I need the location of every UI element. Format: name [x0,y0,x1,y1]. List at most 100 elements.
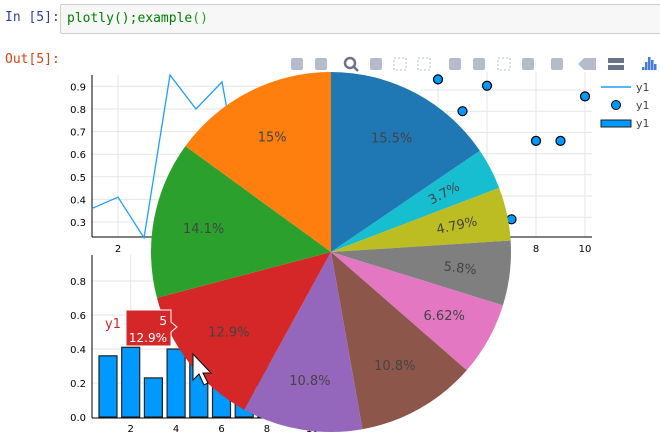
y-tick-label: 0.0 [70,413,86,424]
home-icon[interactable] [522,58,534,70]
pan-icon[interactable] [370,58,382,70]
code-parens: () [192,11,208,26]
tooltip-percent: 12.9% [129,331,167,345]
shape [370,58,382,70]
pie-slice [151,146,331,298]
mouse-cursor-icon [192,352,213,386]
y-tick-label: 0.9 [70,82,86,93]
lens [343,56,357,70]
pie-slice [331,187,511,252]
tooltip-box [125,309,178,347]
y-tick-label: 0.7 [70,128,86,139]
zoom-in-icon[interactable] [449,58,461,70]
shape [551,58,563,70]
x-tick-label: 10 [579,244,592,255]
hover-tooltip: y1 5 12.9% [105,309,178,347]
spike-lines-icon[interactable] [551,58,563,70]
x-tick-label: 2 [115,244,121,255]
scatter-point [555,135,566,146]
x-tick-label: 8 [264,424,270,435]
pie-slice [331,150,500,252]
input-prompt: In [5]: [5,10,60,25]
camera-icon[interactable] [291,58,303,70]
code-text: plotly();example() [67,11,208,26]
pie-slice [331,252,467,430]
save-icon[interactable] [315,58,327,70]
logo-bar [648,57,651,70]
zoom-icon[interactable] [343,56,359,72]
y-tick-label: 0.2 [70,379,86,390]
code-cell[interactable]: plotly();example() [60,4,660,34]
logo-bar [642,67,645,70]
hover-closest-icon[interactable] [578,58,596,70]
bar [98,355,118,418]
tooltip-name: y1 [105,317,121,332]
y-tick-label: 0.6 [70,150,86,161]
lasso-icon[interactable] [417,57,431,71]
pie-slice [244,252,363,433]
logo-bar [651,60,654,70]
x-tick-label: 4 [173,424,179,435]
bar [166,348,186,418]
shape [522,58,534,70]
shape [497,57,511,71]
pie-label: 14.1% [183,222,224,237]
shape [473,58,485,70]
legend-item[interactable]: y1 [636,117,650,130]
shape [315,58,327,70]
autoscale-icon[interactable] [497,57,511,71]
pie-label: 15.5% [371,131,412,146]
scatter-point [432,74,444,85]
pie-label: 6.62% [424,309,465,324]
pie-slice [331,240,511,306]
legend-item[interactable]: y1 [636,99,650,112]
code-sep: (); [113,11,138,26]
handle [353,66,359,72]
y-tick-label: 0.4 [70,345,86,356]
shape [291,58,303,70]
plotly-logo-icon[interactable] [642,57,657,70]
code-func1: plotly [67,11,114,26]
zoom-out-icon[interactable] [473,58,485,70]
y-tick-label: 0.5 [70,173,86,184]
logo-bar [654,64,657,70]
shape [578,58,596,70]
box-select-icon[interactable] [393,57,407,71]
tooltip-value: 5 [159,314,167,328]
bar [143,377,163,418]
pie-slice [331,72,480,252]
y-tick-label: 0.4 [70,195,86,206]
pie-label: 10.8% [374,359,415,374]
pie-label: 15% [258,131,287,146]
x-tick-label: 2 [128,424,134,435]
shape [449,58,461,70]
pie-label: 10.8% [289,374,330,389]
legend-bar-icon [600,119,632,128]
legend-marker-icon [611,100,621,110]
x-tick-label: 6 [218,424,224,435]
pie-slice [185,72,331,252]
line-series [91,73,249,240]
scatter-point [481,80,493,91]
bar [121,346,141,418]
y-tick-label: 0.8 [70,277,86,288]
shape [393,57,407,71]
y-tick-label: 0.3 [70,218,86,229]
y-tick-label: 0.6 [70,311,86,322]
scatter-point [530,135,542,146]
pie-label: 5.8% [443,259,478,278]
logo-bar [645,62,648,70]
scatter-point [457,106,468,117]
legend-item[interactable]: y1 [636,81,650,94]
code-func2: example [137,11,193,26]
pie-slice [331,252,503,371]
pie-label: 12.9% [208,326,249,341]
hover-compare-icon[interactable] [608,58,624,70]
shape [608,58,624,70]
y-tick-label: 0.8 [70,105,86,116]
x-tick-label: 8 [533,244,539,255]
output-prompt: Out[5]: [5,52,60,67]
shape [417,57,431,71]
scatter-point [579,91,591,102]
